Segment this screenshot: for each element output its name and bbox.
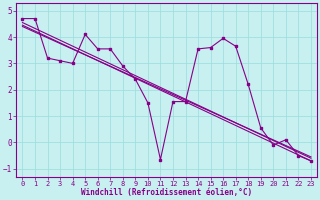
X-axis label: Windchill (Refroidissement éolien,°C): Windchill (Refroidissement éolien,°C): [81, 188, 252, 197]
